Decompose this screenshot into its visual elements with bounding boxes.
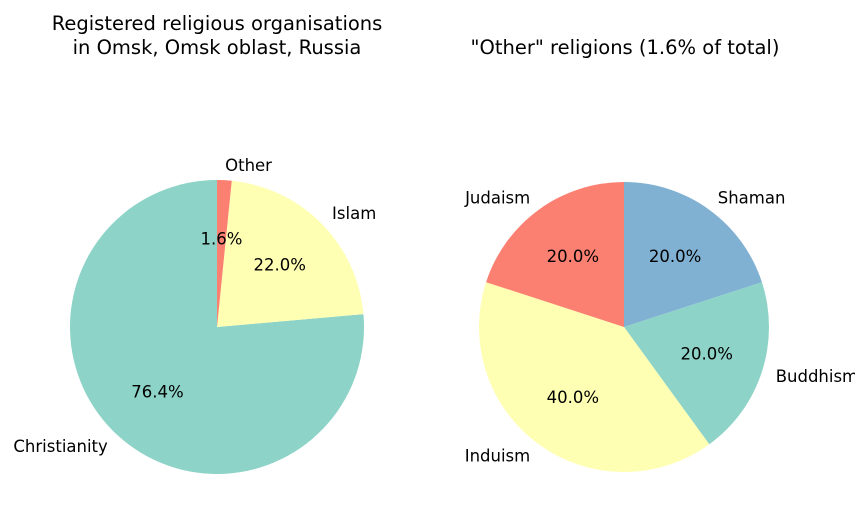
category-label-judaism: Judaism [464, 188, 530, 207]
pie-slice-judaism [486, 182, 624, 327]
pct-label-shaman: 20.0% [649, 247, 701, 266]
category-label-buddhism: Buddhism [776, 367, 855, 386]
chart-title-right: "Other" religions (1.6% of total) [470, 36, 780, 59]
category-label-islam: Islam [332, 204, 376, 223]
pct-label-induism: 40.0% [547, 388, 599, 407]
pie-slice-buddhism [624, 282, 770, 445]
category-label-other: Other [225, 156, 272, 175]
chart-title-left: Registered religious organisations in Om… [51, 12, 383, 59]
pie-slice-other [217, 180, 232, 327]
pie-slice-induism [479, 282, 710, 472]
category-label-shaman: Shaman [718, 188, 786, 207]
category-label-christianity: Christianity [13, 437, 108, 456]
pct-label-judaism: 20.0% [547, 247, 599, 266]
pie-slice-islam [217, 180, 364, 327]
category-label-induism: Induism [465, 447, 531, 466]
pct-label-christianity: 76.4% [131, 383, 183, 402]
pct-label-buddhism: 20.0% [681, 344, 733, 363]
pct-label-other: 1.6% [200, 229, 242, 248]
pie-slice-shaman [624, 182, 762, 327]
pct-label-islam: 22.0% [254, 256, 306, 275]
